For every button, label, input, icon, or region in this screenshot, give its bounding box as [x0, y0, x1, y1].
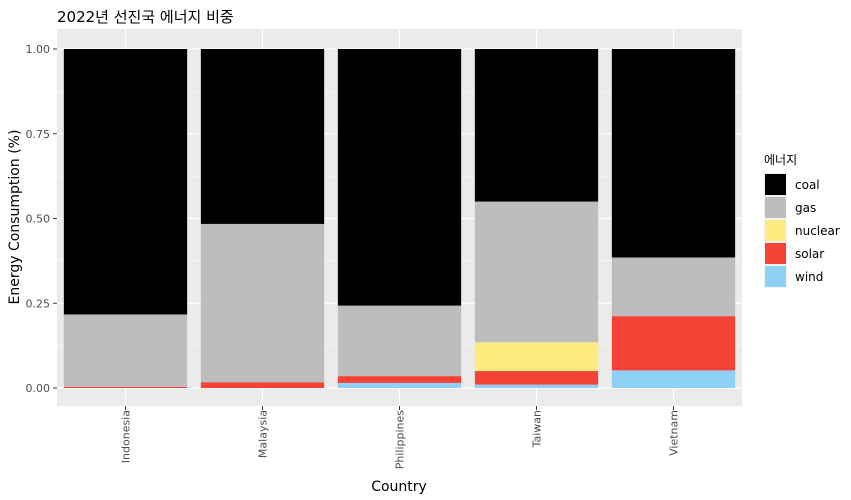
bar-solar-vietnam: [611, 316, 736, 371]
bar-coal-vietnam: [611, 49, 736, 258]
y-axis: 0.00 0.25 0.50 0.75 1.00: [26, 43, 57, 395]
x-axis: Indonesia Malaysia Philippines Taiwan Vietna…: [120, 406, 681, 469]
bar-solar-philippines: [337, 376, 462, 383]
x-tick-label: Vietnam: [668, 410, 681, 456]
x-tick-label: Philippines: [394, 410, 407, 470]
legend-swatch-gas: [765, 197, 786, 218]
bar-coal-philippines: [337, 49, 462, 306]
legend-swatch-coal: [765, 174, 786, 195]
legend-title: 에너지: [764, 153, 797, 167]
y-tick-label: 0.25: [26, 297, 51, 310]
x-tick-label: Malaysia: [257, 410, 270, 458]
y-tick-label: 0.75: [26, 128, 51, 141]
legend-label-nuclear: nuclear: [795, 224, 840, 238]
bar-gas-indonesia: [63, 314, 188, 387]
x-tick-label: Taiwan: [531, 410, 544, 448]
bar-wind-philippines: [337, 382, 462, 388]
bars: [63, 49, 736, 388]
x-tick-label: Indonesia: [120, 410, 133, 463]
legend-label-gas: gas: [795, 201, 816, 215]
bar-solar-taiwan: [474, 371, 599, 385]
bar-gas-taiwan: [474, 201, 599, 343]
bar-solar-malaysia: [200, 382, 325, 388]
bar-nuclear-taiwan: [474, 342, 599, 372]
legend-swatch-nuclear: [765, 220, 786, 241]
bar-gas-vietnam: [611, 257, 736, 317]
bar-coal-taiwan: [474, 49, 599, 202]
x-axis-title: Country: [371, 479, 427, 495]
y-tick-label: 0.00: [26, 382, 51, 395]
legend-swatch-solar: [765, 243, 786, 264]
bar-solar-indonesia: [63, 386, 188, 388]
legend-label-solar: solar: [795, 247, 824, 261]
legend-label-coal: coal: [795, 178, 820, 192]
bar-coal-malaysia: [200, 49, 325, 224]
legend-label-wind: wind: [795, 270, 823, 284]
legend-swatch-wind: [765, 266, 786, 287]
y-axis-title: Energy Consumption (%): [7, 130, 23, 305]
y-tick-label: 0.50: [26, 213, 51, 226]
bar-gas-philippines: [337, 305, 462, 377]
chart-title: 2022년 선진국 에너지 비중: [57, 8, 234, 26]
bar-wind-vietnam: [611, 370, 736, 388]
bar-coal-indonesia: [63, 49, 188, 315]
legend: 에너지 coal gas nuclear solar wind: [764, 153, 840, 288]
y-tick-label: 1.00: [26, 43, 51, 56]
bar-wind-taiwan: [474, 384, 599, 388]
bar-gas-malaysia: [200, 223, 325, 383]
